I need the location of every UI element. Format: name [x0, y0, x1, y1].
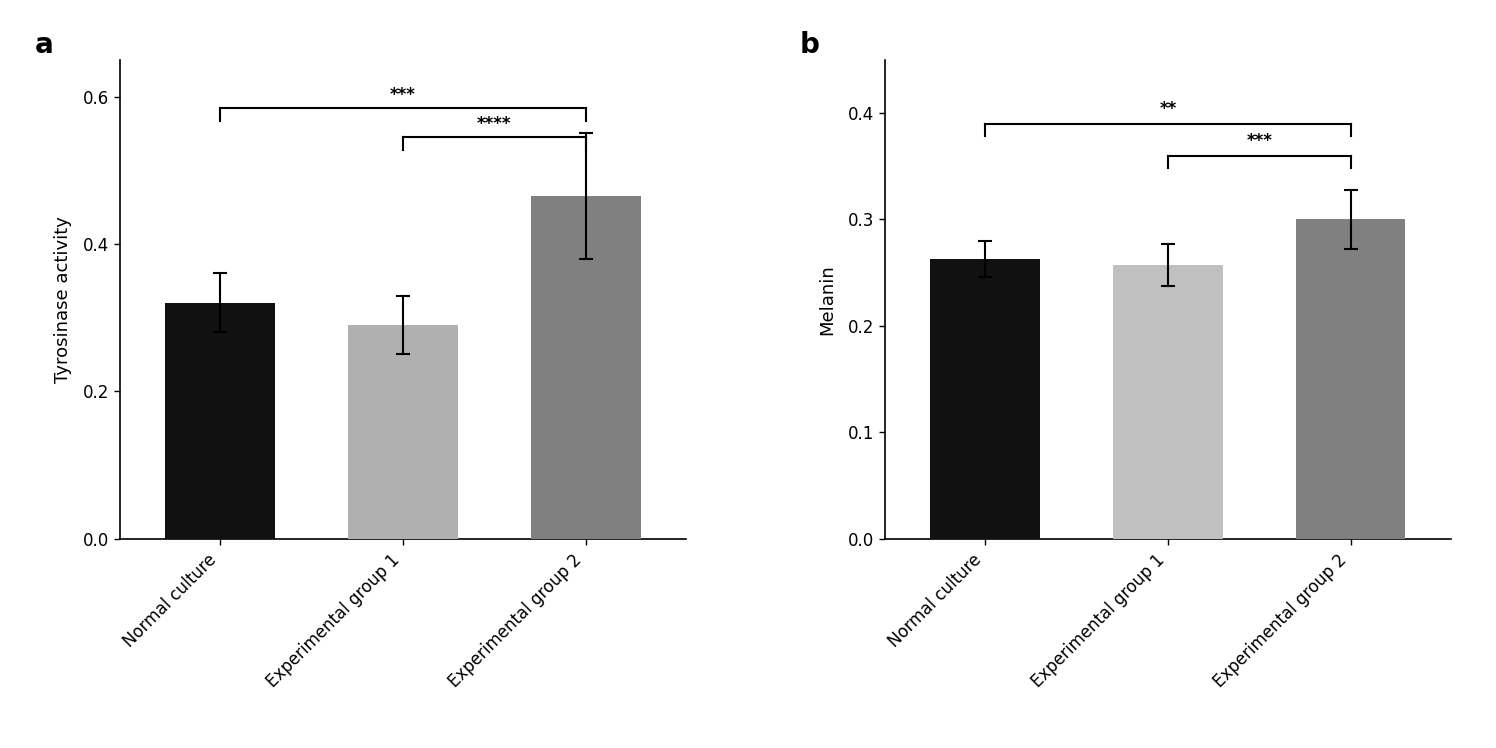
Text: b: b — [799, 31, 820, 59]
Y-axis label: Tyrosinase activity: Tyrosinase activity — [54, 215, 72, 383]
Bar — [531, 196, 640, 539]
Bar — [931, 259, 1040, 539]
Text: ***: *** — [1246, 132, 1272, 150]
Text: ***: *** — [390, 86, 416, 104]
Y-axis label: Melanin: Melanin — [818, 264, 836, 334]
Text: **: ** — [1159, 100, 1176, 118]
Bar — [1113, 265, 1222, 539]
Bar — [1296, 219, 1405, 539]
Text: a: a — [34, 31, 54, 59]
Bar — [166, 303, 275, 539]
Bar — [349, 325, 458, 539]
Text: ****: **** — [477, 115, 512, 133]
